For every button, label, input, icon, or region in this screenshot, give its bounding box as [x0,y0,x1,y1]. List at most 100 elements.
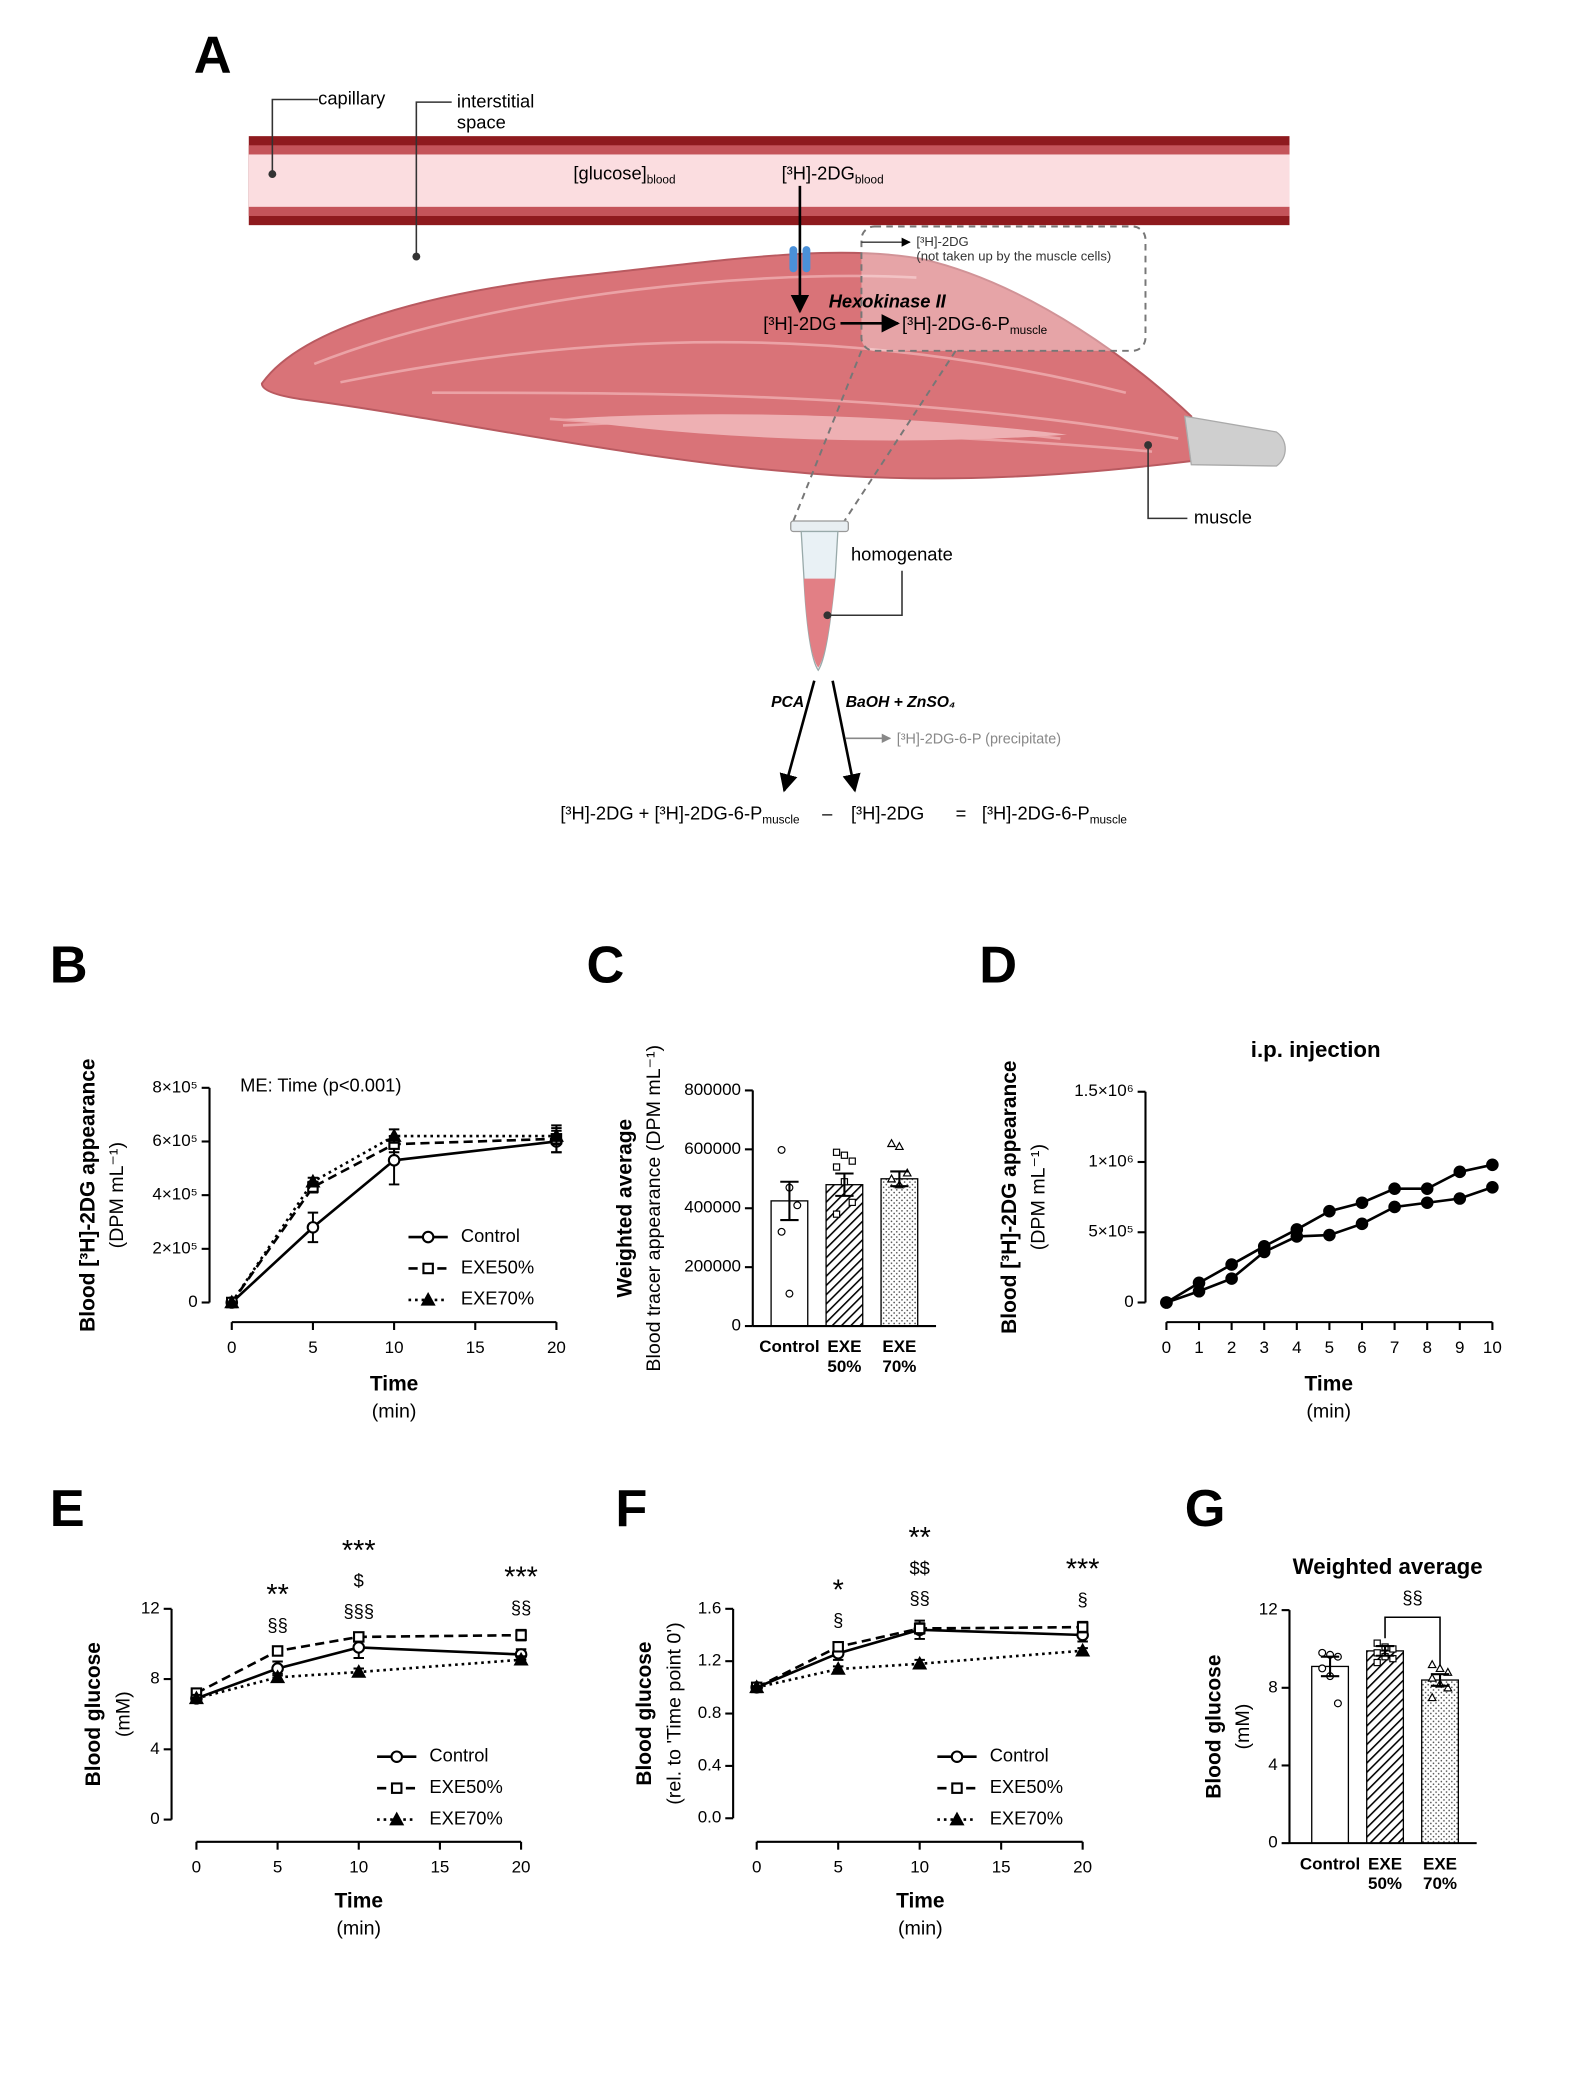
marker [1388,1200,1401,1214]
error-bar [1375,1644,1395,1657]
y-tick-label: 0 [188,1292,197,1311]
marker [777,1145,786,1154]
y-tick-label: 0 [1124,1292,1133,1311]
tube-cap [790,520,849,533]
y-axis-title: Blood glucose [82,1642,105,1786]
y-axis-title: (rel. to 'Time point 0') [664,1622,686,1804]
x-tick-label-line: 70% [882,1357,916,1376]
marker [1192,1284,1206,1298]
text: [glucose] [573,162,646,183]
marker [188,1690,204,1705]
leader-line [827,570,903,617]
subscript: blood [855,173,884,186]
x-tick-label-line: EXE [1423,1854,1457,1873]
x-tick-label-line: Control [1300,1854,1360,1873]
muscle [260,251,1195,480]
panel-label: F [615,1480,647,1538]
text: [³H]-2DG [782,162,855,183]
enzyme: Hexokinase II [829,291,947,312]
y-tick-label: 6×10⁵ [152,1131,197,1150]
leader-dot [412,252,421,261]
marker [1355,1196,1369,1210]
subscript: muscle [762,813,800,826]
marker [421,1230,435,1244]
marker [840,1151,849,1159]
x-tick-label: 5 [308,1338,317,1357]
y-axis-title: (mM) [1232,1704,1254,1750]
x-tick-label: 9 [1455,1338,1464,1357]
error-bar [780,1180,799,1222]
x-axis-title: (min) [372,1401,417,1423]
y-tick-label: 800000 [684,1080,741,1099]
substrate: [³H]-2DG [763,313,836,334]
not-taken-up: (not taken up by the muscle cells) [916,249,1111,264]
marker [1435,1663,1445,1673]
marker [832,1148,841,1156]
series-line [195,1633,522,1695]
y-tick-label: 5×10⁵ [1088,1222,1133,1241]
y-tick-label: 0.4 [698,1755,722,1774]
chart-title: Weighted average [1293,1554,1483,1579]
x-axis-title: (min) [1306,1401,1351,1423]
x-tick-label: 20 [547,1338,566,1357]
marker [1290,1230,1304,1243]
x-tick-label: 6 [1357,1338,1366,1357]
y-tick-label: 1.2 [698,1651,722,1670]
marker [390,1750,403,1764]
leader-line [415,101,452,257]
bar [1311,1665,1350,1844]
text: [³H]-2DG-6-P [902,313,1010,334]
y-tick-label: 4 [1268,1755,1277,1774]
y-tick-label: 600000 [684,1139,741,1158]
equation: = [956,802,967,823]
marker [777,1227,786,1236]
x-tick-label: EXE 50% [827,1337,861,1376]
y-tick-label: 400000 [684,1198,741,1217]
chart-title: i.p. injection [1251,1037,1381,1062]
legend-label: EXE50% [429,1776,502,1797]
series-line [1166,1186,1493,1304]
marker [1427,1659,1437,1669]
marker [270,1669,286,1684]
bar [1421,1679,1460,1844]
y-axis-title: Blood [³H]-2DG appearance [77,1058,100,1331]
error-bar [890,1170,909,1188]
x-tick-label: Control [1300,1854,1360,1873]
marker [306,1221,320,1234]
y-tick-label: 4 [150,1739,159,1758]
marker [848,1198,856,1207]
marker [513,1651,529,1666]
marker [1076,1621,1089,1633]
x-tick-label: 2 [1227,1338,1236,1357]
marker [422,1262,434,1275]
marker [548,1128,564,1142]
legend-label: Control [990,1745,1049,1766]
arrow [831,680,861,793]
annotation: ME: Time (p<0.001) [240,1074,401,1095]
marker [949,1811,965,1826]
significance-label: §§ [267,1614,287,1635]
marker [1373,1658,1381,1667]
x-tick-label: EXE 70% [1423,1854,1457,1893]
x-tick-label: 20 [1073,1858,1092,1877]
x-axis-title: Time [335,1890,383,1913]
marker [793,1201,802,1210]
y-tick-label: 8×10⁵ [152,1077,197,1096]
capillary-lumen [248,154,1290,207]
x-tick-label: 10 [385,1338,404,1357]
chart-panel: F Blood glucose (rel. to 'Time point 0') Ti… [615,1480,1099,1940]
marker [1075,1642,1091,1657]
significance-label: $$ [909,1557,929,1578]
x-tick-label: 10 [1483,1338,1502,1357]
marker [902,1167,912,1177]
homogenate-label: homogenate [851,543,953,564]
marker [1160,1296,1173,1309]
marker [749,1679,765,1694]
marker [886,1173,897,1183]
series-line [230,1134,557,1304]
interstitial-label: interstitial [457,90,534,111]
bar [825,1184,864,1327]
marker [1225,1258,1238,1271]
marker [832,1210,841,1218]
